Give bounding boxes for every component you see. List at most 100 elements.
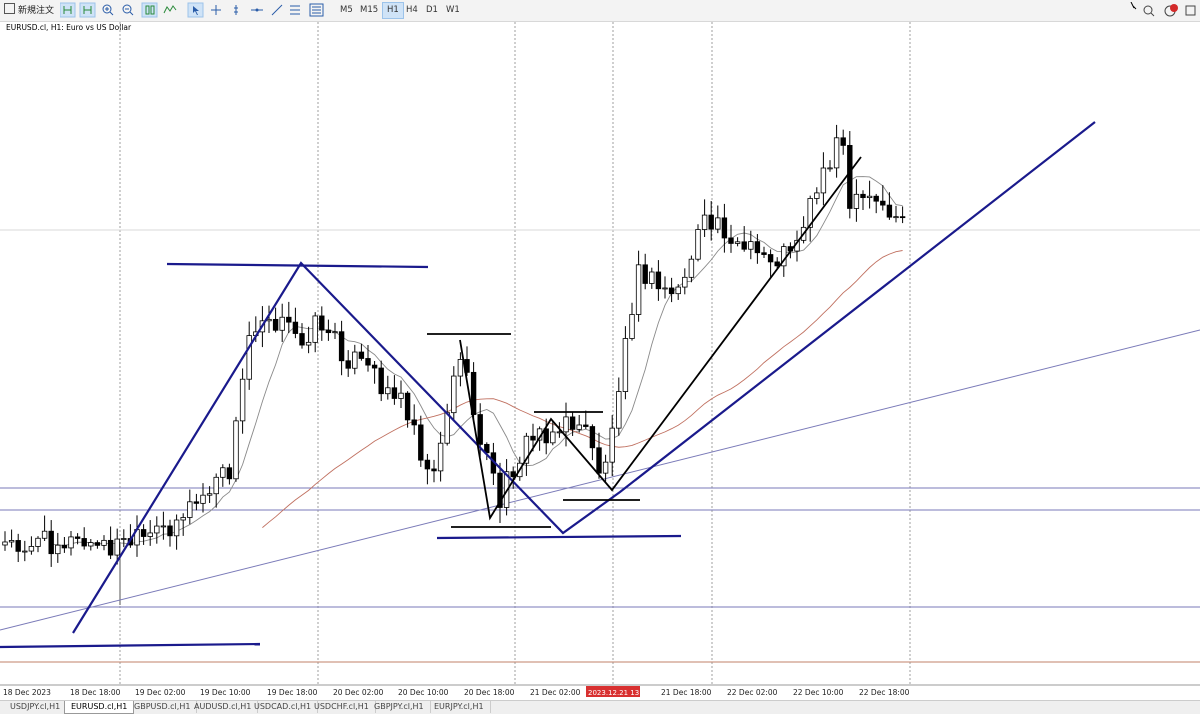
candle-body xyxy=(728,237,734,244)
time-label: 18 Dec 18:00 xyxy=(70,688,121,697)
candle-body xyxy=(279,316,285,331)
chart-tab[interactable]: GBPJPY.cl,H1 xyxy=(368,701,431,713)
time-label: 2023.12.21 13:00 xyxy=(588,689,650,697)
channel-tool[interactable] xyxy=(290,5,300,15)
candle-body xyxy=(840,137,846,146)
chart-tab[interactable]: GBPUSD.cl,H1 xyxy=(128,701,198,713)
candle-body xyxy=(246,335,252,380)
candle-body xyxy=(642,264,648,284)
timeframe-button[interactable]: M15 xyxy=(360,5,379,15)
candle-body xyxy=(193,501,200,504)
time-label: 21 Dec 02:00 xyxy=(530,688,581,697)
candle-body xyxy=(61,544,68,549)
chart-tab[interactable]: EURUSD.cl,H1 xyxy=(64,701,135,714)
fibo-tool[interactable] xyxy=(309,3,324,17)
candle-body xyxy=(583,424,589,427)
candle-body xyxy=(398,392,404,399)
candle-body xyxy=(292,321,299,334)
candle-body xyxy=(160,525,167,528)
candle-body xyxy=(596,447,602,474)
candle-body xyxy=(523,435,530,464)
zoom-out[interactable] xyxy=(122,4,132,14)
candle-body xyxy=(140,529,147,537)
chart-tab[interactable]: EURJPY.cl,H1 xyxy=(428,701,491,713)
candle-body xyxy=(754,241,761,254)
chart-background xyxy=(0,22,1200,700)
trend-tool[interactable] xyxy=(271,4,283,16)
candle-body xyxy=(649,271,655,284)
candle-body xyxy=(635,264,642,315)
time-label: 20 Dec 10:00 xyxy=(398,688,449,697)
candle-body xyxy=(101,539,107,546)
time-label: 19 Dec 02:00 xyxy=(135,688,186,697)
time-label: 22 Dec 10:00 xyxy=(793,688,844,697)
candle-body xyxy=(299,333,305,346)
time-label: 20 Dec 02:00 xyxy=(333,688,384,697)
timeframe-button[interactable]: D1 xyxy=(426,5,438,15)
candle-body xyxy=(655,271,662,290)
candle-body xyxy=(312,315,318,343)
vline-tool[interactable] xyxy=(234,5,238,15)
new-order-button[interactable]: 新規注文 xyxy=(4,3,54,18)
candle-body xyxy=(8,540,15,543)
candle-body xyxy=(107,539,114,556)
candle-body xyxy=(319,315,325,331)
black-drawings xyxy=(427,156,862,528)
candle-body xyxy=(378,367,384,395)
candle-body xyxy=(761,252,767,255)
candle-body xyxy=(15,540,21,552)
candle-body xyxy=(35,537,41,547)
chart-tab[interactable]: USDCAD.cl,H1 xyxy=(248,701,319,713)
moving-average xyxy=(51,176,903,547)
candle-body xyxy=(404,392,411,421)
chart-tab[interactable]: USDCHF.cl,H1 xyxy=(308,701,376,713)
candle-body xyxy=(860,193,866,199)
crosshair-tool[interactable] xyxy=(211,5,221,15)
timeframe-button[interactable]: H4 xyxy=(406,5,418,15)
candle-body xyxy=(866,195,873,199)
candle-body xyxy=(41,530,48,539)
candle-body xyxy=(391,387,398,399)
horizontal-levels xyxy=(0,229,1200,663)
search[interactable] xyxy=(1143,5,1153,15)
candle-body xyxy=(206,493,213,496)
candle-body xyxy=(701,214,708,230)
candle-body xyxy=(873,195,879,202)
candle-body xyxy=(880,200,886,206)
candle-body xyxy=(899,216,906,219)
candle-body xyxy=(187,501,193,518)
timeframe-button[interactable]: W1 xyxy=(446,5,460,15)
chart-tabs: USDJPY.cl,H1 EURUSD.cl,H1 GBPUSD.cl,H1 AUDU… xyxy=(0,700,1200,714)
menu[interactable] xyxy=(1185,5,1196,16)
candle-body xyxy=(371,364,378,369)
chart-tab[interactable]: USDJPY.cl,H1 xyxy=(4,701,68,713)
candle-body xyxy=(688,258,695,278)
candle-body xyxy=(358,351,365,359)
candle-body xyxy=(180,517,186,521)
candle-body xyxy=(510,471,516,478)
timeframe-button[interactable]: H1 xyxy=(382,2,404,19)
candle-body xyxy=(424,459,431,470)
candle-body xyxy=(55,544,61,555)
candle-body xyxy=(497,472,503,508)
chart-tab[interactable]: AUDUSD.cl,H1 xyxy=(188,701,259,713)
candle-body xyxy=(609,427,615,463)
candle-body xyxy=(411,419,417,426)
candle-body xyxy=(569,416,576,430)
candle-body xyxy=(121,538,127,540)
candle-body xyxy=(345,360,351,369)
candle-body xyxy=(220,467,226,478)
candle-body xyxy=(602,461,609,474)
candle-body xyxy=(167,525,173,537)
candle-body xyxy=(622,338,629,392)
candle-body xyxy=(437,442,444,472)
candle-body xyxy=(893,216,899,219)
candle-body xyxy=(682,276,688,288)
candle-body xyxy=(451,375,457,414)
zoom-in[interactable] xyxy=(102,4,112,14)
indicator-icon[interactable] xyxy=(163,5,177,14)
candle-body xyxy=(385,387,391,395)
timeframe-button[interactable]: M5 xyxy=(340,5,353,15)
candle-body xyxy=(444,412,450,444)
